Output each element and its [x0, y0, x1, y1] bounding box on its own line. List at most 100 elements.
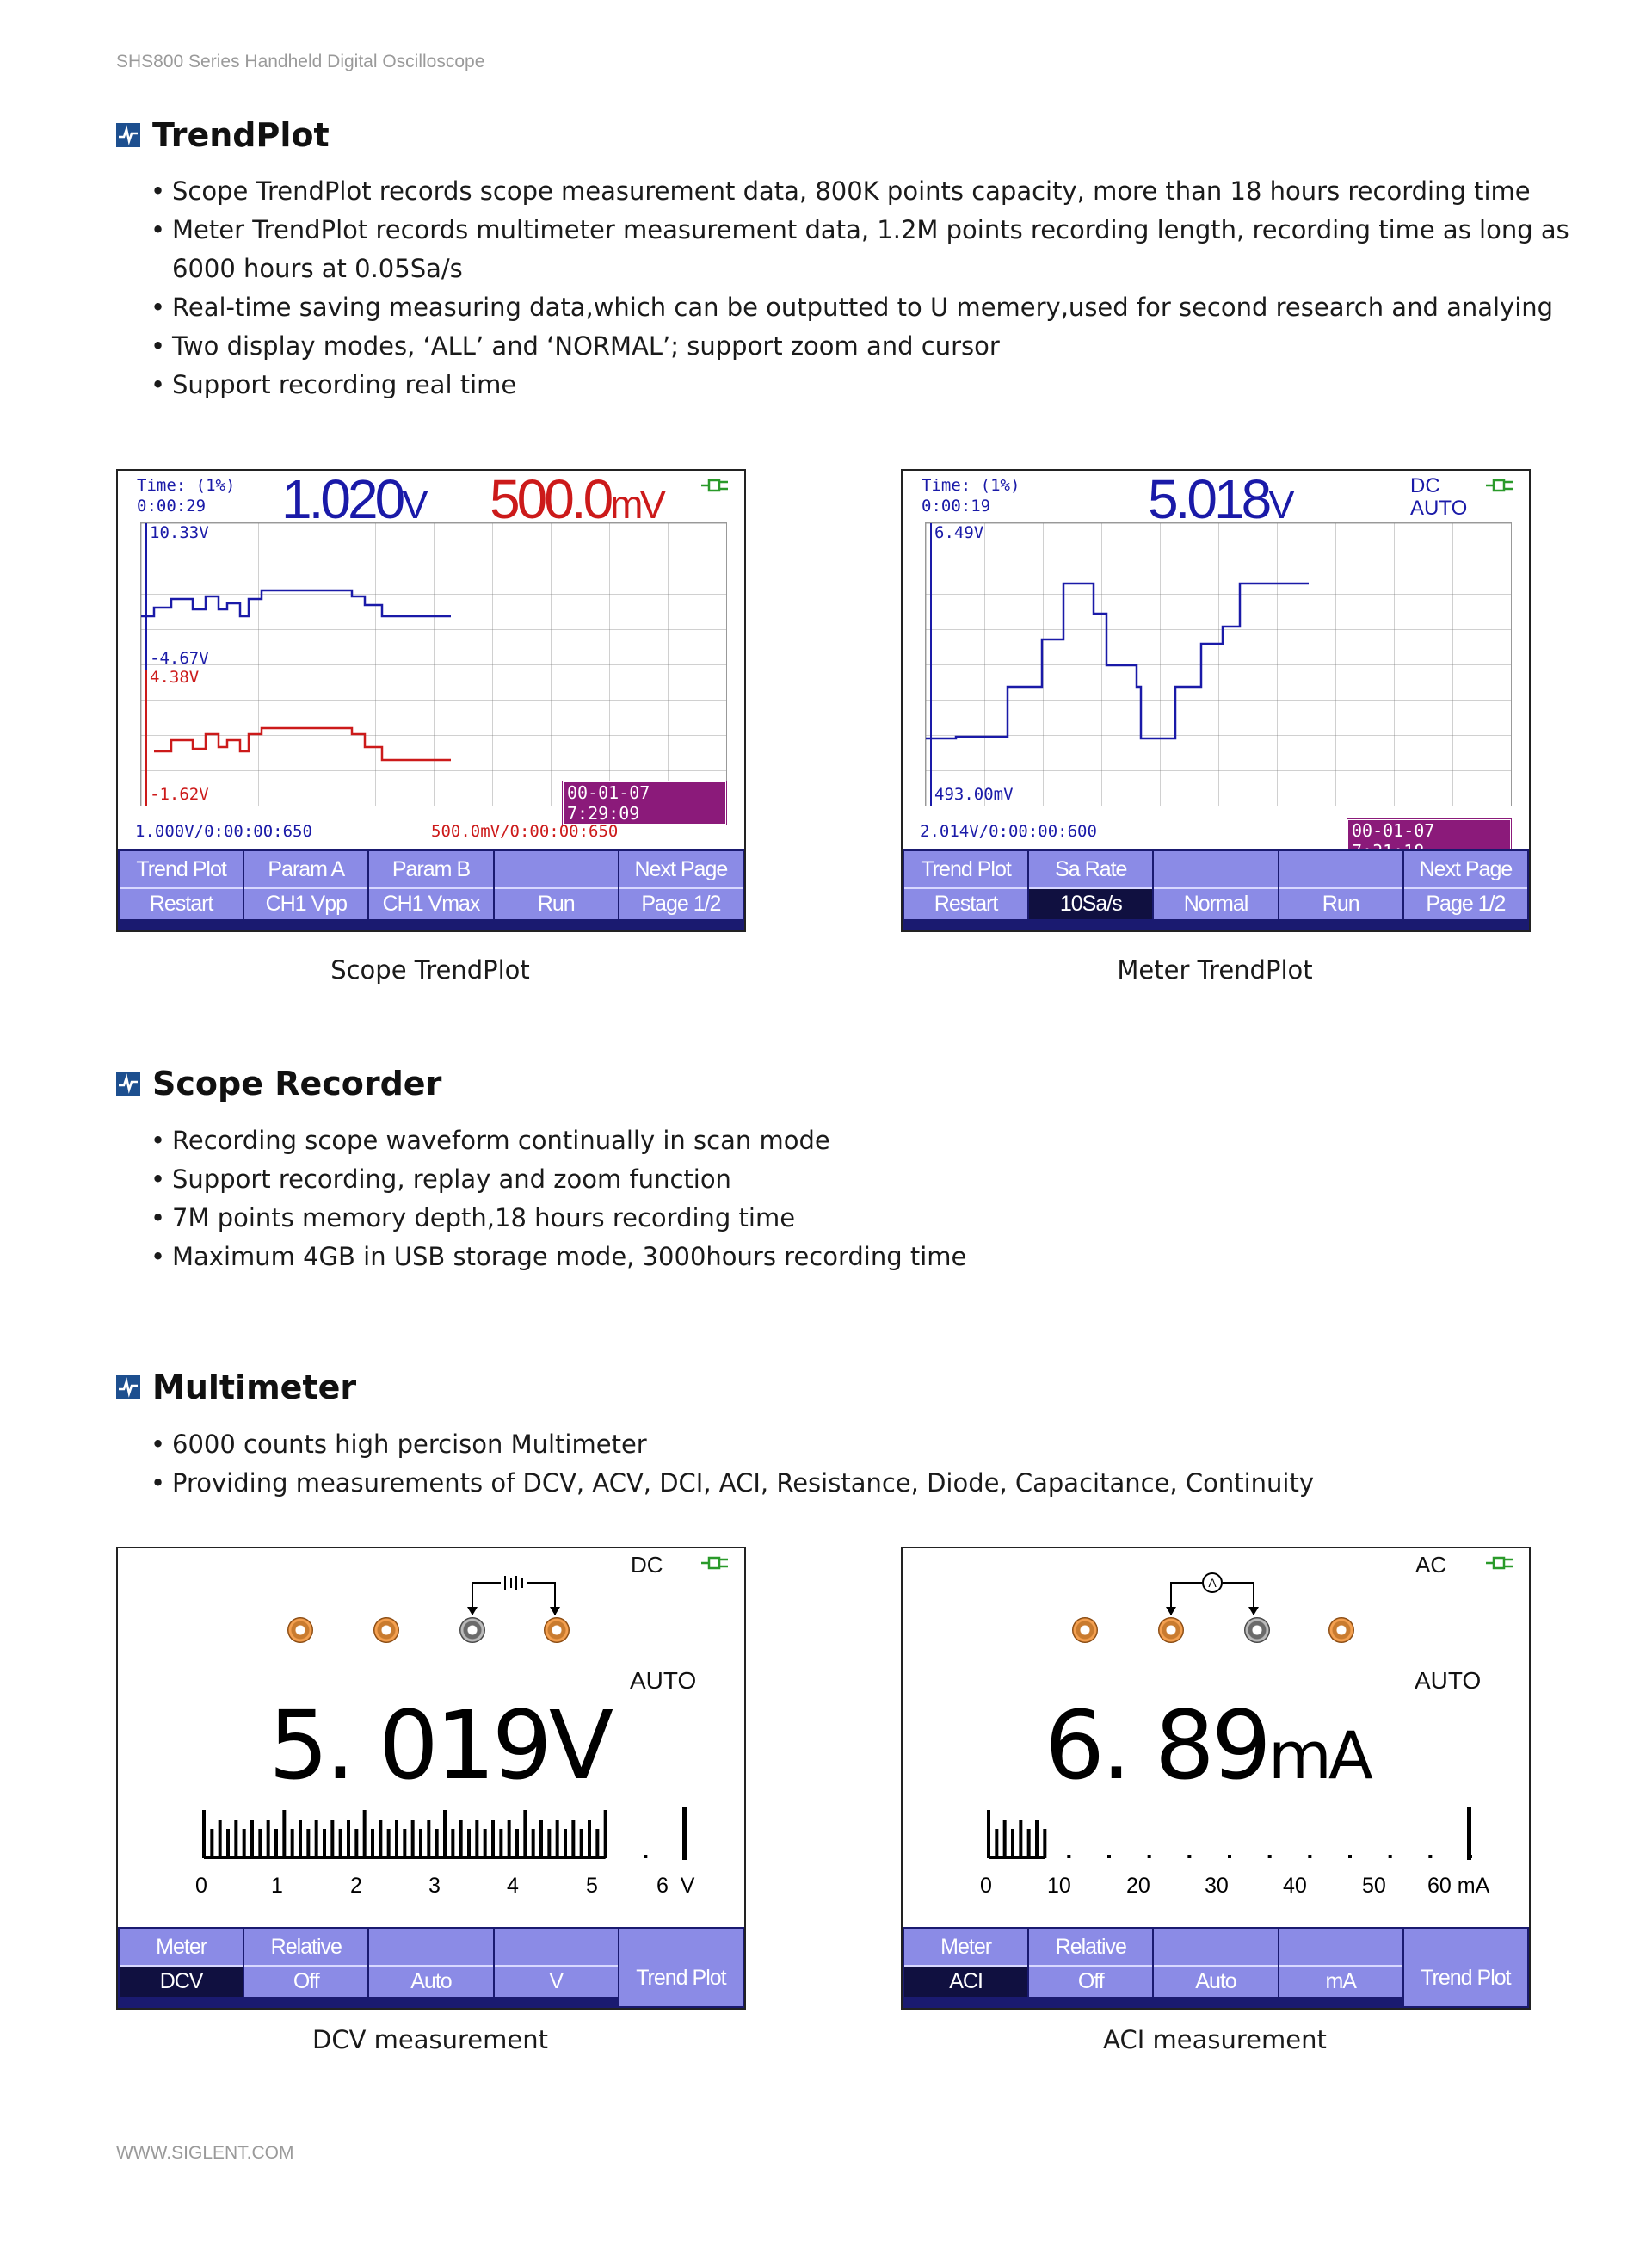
bargraph-segment — [564, 1829, 567, 1858]
softkey-auto[interactable]: Auto — [369, 1929, 493, 2006]
coupling-dc: DC — [1410, 474, 1440, 497]
bargraph-segment — [338, 1829, 342, 1858]
coupling-ac: AC — [1415, 1552, 1447, 1578]
meter-trendplot-screen: Time: (1%) 0:00:19 5.018V DC AUTO 6.49V … — [901, 469, 1531, 932]
list-item: Maximum 4GB in USB storage mode, 3000hou… — [151, 1238, 966, 1276]
softkey-trend-plot[interactable]: Trend Plot Restart — [904, 851, 1028, 929]
softkey-unit[interactable]: V — [494, 1929, 618, 2006]
bargraph-segment — [555, 1820, 559, 1858]
softkey-unit[interactable]: mA — [1279, 1929, 1402, 2006]
bargraph-segment — [571, 1820, 576, 1858]
softkey-display-mode[interactable]: Normal — [1154, 851, 1278, 929]
min-label: 493.00mV — [934, 785, 1014, 804]
bargraph-segment — [258, 1829, 262, 1858]
scale-label: 0 — [195, 1874, 207, 1898]
ch2-min-label: -1.62V — [150, 785, 209, 804]
section-title-text: TrendPlot — [152, 116, 330, 154]
bargraph-segment — [314, 1820, 318, 1858]
time-value: 0:00:19 — [922, 497, 991, 516]
bargraph-segment — [234, 1820, 238, 1858]
trend-traces — [141, 523, 451, 806]
bargraph-segment — [250, 1820, 254, 1858]
trend-plot-area: 10.33V -4.67V 4.38V -1.62V 00-01-07 7:29… — [140, 522, 727, 825]
softkey-menu: Meter DCV Relative Off Auto V Trend Plot — [118, 1927, 744, 2008]
bargraph-segment — [1043, 1829, 1047, 1858]
softkey-relative[interactable]: Relative Off — [244, 1929, 368, 2006]
list-item: Real-time saving measuring data,which ca… — [151, 288, 1569, 327]
softkey-param-b[interactable]: Param B CH1 Vmax — [369, 851, 493, 929]
meter-readout: 5.018V — [1148, 469, 1295, 530]
caption-dcv: DCV measurement — [312, 2025, 548, 2054]
scale-label: 10 — [1047, 1874, 1071, 1898]
bargraph-segment — [299, 1820, 302, 1858]
bargraph-dot — [1147, 1855, 1151, 1858]
com-jack-icon — [1244, 1617, 1270, 1643]
softkey-meter[interactable]: Meter ACI — [904, 1929, 1028, 2006]
softkey-trend-plot[interactable]: Trend Plot — [1403, 1929, 1528, 2006]
bargraph-dot — [1187, 1855, 1192, 1858]
power-plug-icon — [701, 1556, 728, 1570]
bargraph-segment — [459, 1820, 463, 1858]
waveform-icon — [116, 1072, 140, 1096]
time-label: Time: (1%) — [137, 476, 236, 495]
softkey-meter[interactable]: Meter DCV — [120, 1929, 243, 2006]
multimeter-bullet-list: 6000 counts high percison Multimeter Pro… — [151, 1425, 1314, 1503]
softkey-auto[interactable]: Auto — [1154, 1929, 1278, 2006]
list-item: 7M points memory depth,18 hours recordin… — [151, 1199, 966, 1238]
bargraph-baseline — [989, 1856, 1045, 1859]
softkey-run[interactable]: Run — [1279, 851, 1402, 929]
scale-label: 0 — [980, 1874, 992, 1898]
bargraph-scale: 0 10 20 30 40 50 60 mA — [980, 1874, 1489, 1899]
bargraph-dot — [1308, 1855, 1312, 1858]
range-auto: AUTO — [1410, 497, 1468, 520]
section-title-text: Scope Recorder — [152, 1065, 442, 1102]
voltage-jack-icon — [544, 1617, 570, 1643]
analog-bargraph — [987, 1807, 1472, 1860]
bargraph-scale: 0 1 2 3 4 5 6 V — [195, 1874, 694, 1899]
softkey-trend-plot[interactable]: Trend Plot — [619, 1929, 743, 2006]
softkey-menu: Trend Plot Restart Param A CH1 Vpp Param B… — [118, 849, 744, 930]
softkey-trend-plot[interactable]: Trend Plot Restart — [120, 851, 243, 929]
power-plug-icon — [1486, 1556, 1513, 1570]
com-jack-icon — [459, 1617, 485, 1643]
time-value: 0:00:29 — [137, 497, 206, 516]
bargraph-segment — [202, 1810, 206, 1858]
range-auto: AUTO — [1415, 1667, 1482, 1694]
bargraph-dot — [1107, 1855, 1111, 1858]
bargraph-segment — [499, 1829, 503, 1858]
bargraph-segment — [403, 1829, 407, 1858]
bargraph-segment — [218, 1820, 222, 1858]
bargraph-segment — [354, 1829, 359, 1858]
bargraph-segment — [531, 1829, 535, 1858]
list-item: 6000 counts high percison Multimeter — [151, 1425, 1314, 1464]
waveform-icon — [116, 1375, 140, 1399]
bargraph-segment — [987, 1810, 990, 1858]
bargraph-segment — [386, 1829, 391, 1858]
softkey-run[interactable]: Run — [494, 851, 618, 929]
caption-aci: ACI measurement — [1103, 2025, 1327, 2054]
softkey-next-page[interactable]: Next Page Page 1/2 — [1403, 851, 1528, 929]
voltage-jack-icon — [1328, 1617, 1354, 1643]
scale-label: 5 — [586, 1874, 598, 1898]
website-footer: WWW.SIGLENT.COM — [116, 2143, 294, 2163]
bargraph-segment — [282, 1810, 287, 1858]
bargraph-segment — [579, 1829, 583, 1858]
aci-measurement-screen: AC A AUTO 6. 89mA 0 10 20 30 40 50 60 mA… — [901, 1547, 1531, 2010]
bargraph-segment — [395, 1820, 398, 1858]
softkey-next-page[interactable]: Next Page Page 1/2 — [619, 851, 743, 929]
time-label: Time: (1%) — [922, 476, 1020, 495]
bargraph-segment — [603, 1810, 607, 1858]
bargraph-segment — [443, 1810, 447, 1858]
power-plug-icon — [701, 479, 728, 492]
bargraph-segment — [427, 1820, 431, 1858]
bargraph-segment — [1026, 1829, 1031, 1858]
max-label: 6.49V — [934, 523, 984, 542]
scale-label: 40 — [1283, 1874, 1307, 1898]
softkey-sa-rate[interactable]: Sa Rate 10Sa/s — [1029, 851, 1153, 929]
section-title-text: Multimeter — [152, 1368, 357, 1406]
softkey-relative[interactable]: Relative Off — [1029, 1929, 1153, 2006]
bargraph-full-scale-marker — [682, 1807, 687, 1860]
power-plug-icon — [1486, 479, 1513, 492]
softkey-param-a[interactable]: Param A CH1 Vpp — [244, 851, 368, 929]
list-item: Scope TrendPlot records scope measuremen… — [151, 172, 1569, 211]
